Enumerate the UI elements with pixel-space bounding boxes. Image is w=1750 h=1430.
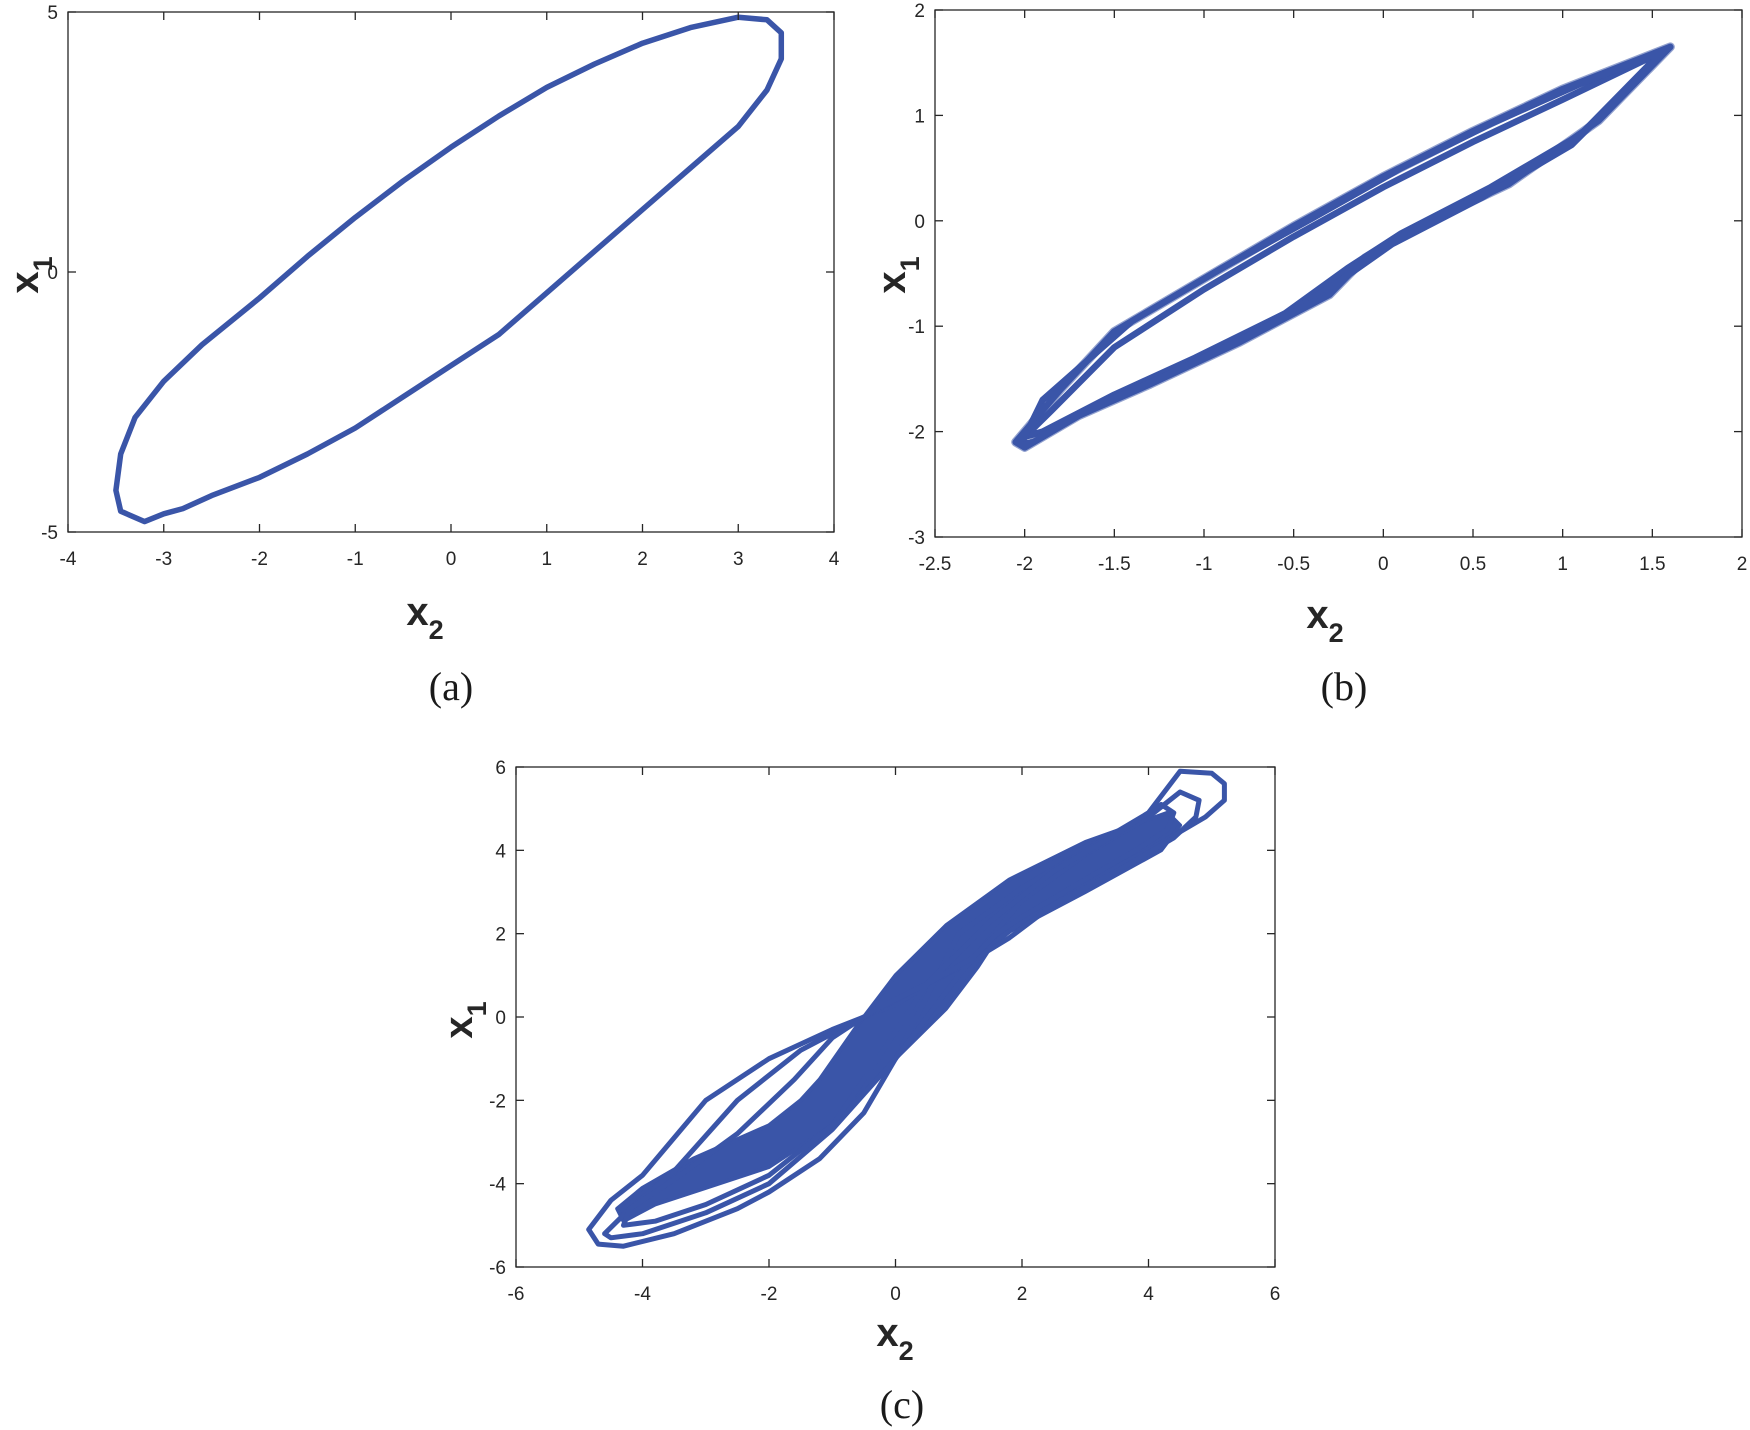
y-tick-label: 4 bbox=[495, 841, 506, 862]
panel-a: -4 -3 -2 -1 0 1 2 3 4 -5 0 5 x2 x1 (a) bbox=[3, 3, 840, 709]
x-tick-label: -1 bbox=[347, 549, 364, 570]
panel-a-axes: -4 -3 -2 -1 0 1 2 3 4 -5 0 5 bbox=[41, 3, 840, 570]
x-tick-label: -3 bbox=[155, 549, 172, 570]
x-tick-label: -4 bbox=[60, 549, 77, 570]
x-tick-label: -1.5 bbox=[1098, 554, 1131, 575]
x-tick-label: 4 bbox=[1143, 1284, 1154, 1305]
x-tick-label: -2 bbox=[1016, 554, 1033, 575]
series-line-b-3 bbox=[1017, 46, 1670, 448]
panel-b: -2.5 -2 -1.5 -1 -0.5 0 0.5 1 1.5 2 -3 -2 -1 0 1 2 x2 x1… bbox=[870, 1, 1747, 709]
x-tick-label: 1 bbox=[1557, 554, 1568, 575]
y-tick-label: 0 bbox=[47, 263, 58, 284]
y-tick-label: 0 bbox=[914, 212, 925, 233]
x-tick-label: -2 bbox=[251, 549, 268, 570]
x-tick-label: 0 bbox=[1378, 554, 1389, 575]
x-tick-label: -0.5 bbox=[1277, 554, 1310, 575]
y-tick-label: -2 bbox=[908, 423, 925, 444]
x-tick-label: 1.5 bbox=[1639, 554, 1665, 575]
y-tick-label: 0 bbox=[495, 1008, 506, 1029]
panel-a-marks bbox=[113, 14, 785, 525]
panel-b-frame bbox=[934, 9, 1743, 538]
y-tick-label: -2 bbox=[489, 1091, 506, 1112]
x-tick-label: -6 bbox=[508, 1284, 525, 1305]
panel-a-xlabel: x2 bbox=[406, 590, 443, 645]
panel-b-xlabel: x2 bbox=[1306, 593, 1343, 648]
series-band-b bbox=[1011, 42, 1675, 452]
x-tick-label: 3 bbox=[733, 549, 744, 570]
series-line-c-3 bbox=[621, 802, 1177, 1228]
x-tick-label: 1 bbox=[541, 549, 552, 570]
panel-a-ylabel: x1 bbox=[3, 256, 58, 293]
series-line-a-1 bbox=[113, 14, 785, 525]
x-tick-label: 6 bbox=[1270, 1284, 1281, 1305]
y-tick-label: -3 bbox=[908, 528, 925, 549]
panel-b-label: (b) bbox=[1321, 664, 1368, 709]
panel-b-marks bbox=[1011, 42, 1675, 452]
panel-b-axes: -2.5 -2 -1.5 -1 -0.5 0 0.5 1 1.5 2 -3 -2 -1 0 1 2 bbox=[908, 1, 1747, 575]
y-tick-label: -4 bbox=[489, 1175, 506, 1196]
x-tick-label: 0 bbox=[890, 1284, 901, 1305]
y-tick-label: 5 bbox=[47, 3, 58, 24]
x-tick-label: -1 bbox=[1196, 554, 1213, 575]
series-line-c-2 bbox=[602, 789, 1202, 1241]
y-tick-label: 2 bbox=[914, 1, 925, 22]
panel-c-xlabel: x2 bbox=[876, 1311, 913, 1366]
y-tick-label: 2 bbox=[495, 925, 506, 946]
x-tick-label: -2.5 bbox=[919, 554, 952, 575]
panel-c-ylabel: x1 bbox=[437, 1001, 492, 1038]
x-tick-label: 2 bbox=[1017, 1284, 1028, 1305]
y-tick-label: -1 bbox=[908, 317, 925, 338]
x-tick-label: 2 bbox=[637, 549, 648, 570]
panel-a-label: (a) bbox=[429, 664, 473, 709]
y-tick-label: -5 bbox=[41, 523, 58, 544]
x-tick-label: 4 bbox=[829, 549, 840, 570]
panel-c-marks bbox=[586, 768, 1227, 1249]
y-tick-label: -6 bbox=[489, 1258, 506, 1279]
x-tick-label: 0.5 bbox=[1460, 554, 1486, 575]
panel-c-label: (c) bbox=[880, 1382, 924, 1427]
x-tick-label: -4 bbox=[634, 1284, 651, 1305]
y-tick-label: 1 bbox=[914, 106, 925, 127]
x-tick-label: 2 bbox=[1737, 554, 1748, 575]
y-tick-label: 6 bbox=[495, 758, 506, 779]
panel-c: -6 -4 -2 0 2 4 6 -6 -4 -2 0 2 4 6 x2 x1 (c) bbox=[437, 758, 1280, 1427]
panel-c-axes: -6 -4 -2 0 2 4 6 -6 -4 -2 0 2 4 6 bbox=[489, 758, 1280, 1305]
panel-b-ylabel: x1 bbox=[870, 256, 925, 293]
series-line-b-2 bbox=[1021, 48, 1665, 441]
x-tick-label: -2 bbox=[761, 1284, 778, 1305]
series-line-b-1 bbox=[1012, 43, 1674, 451]
x-tick-label: 0 bbox=[446, 549, 457, 570]
panel-a-frame bbox=[67, 11, 835, 533]
